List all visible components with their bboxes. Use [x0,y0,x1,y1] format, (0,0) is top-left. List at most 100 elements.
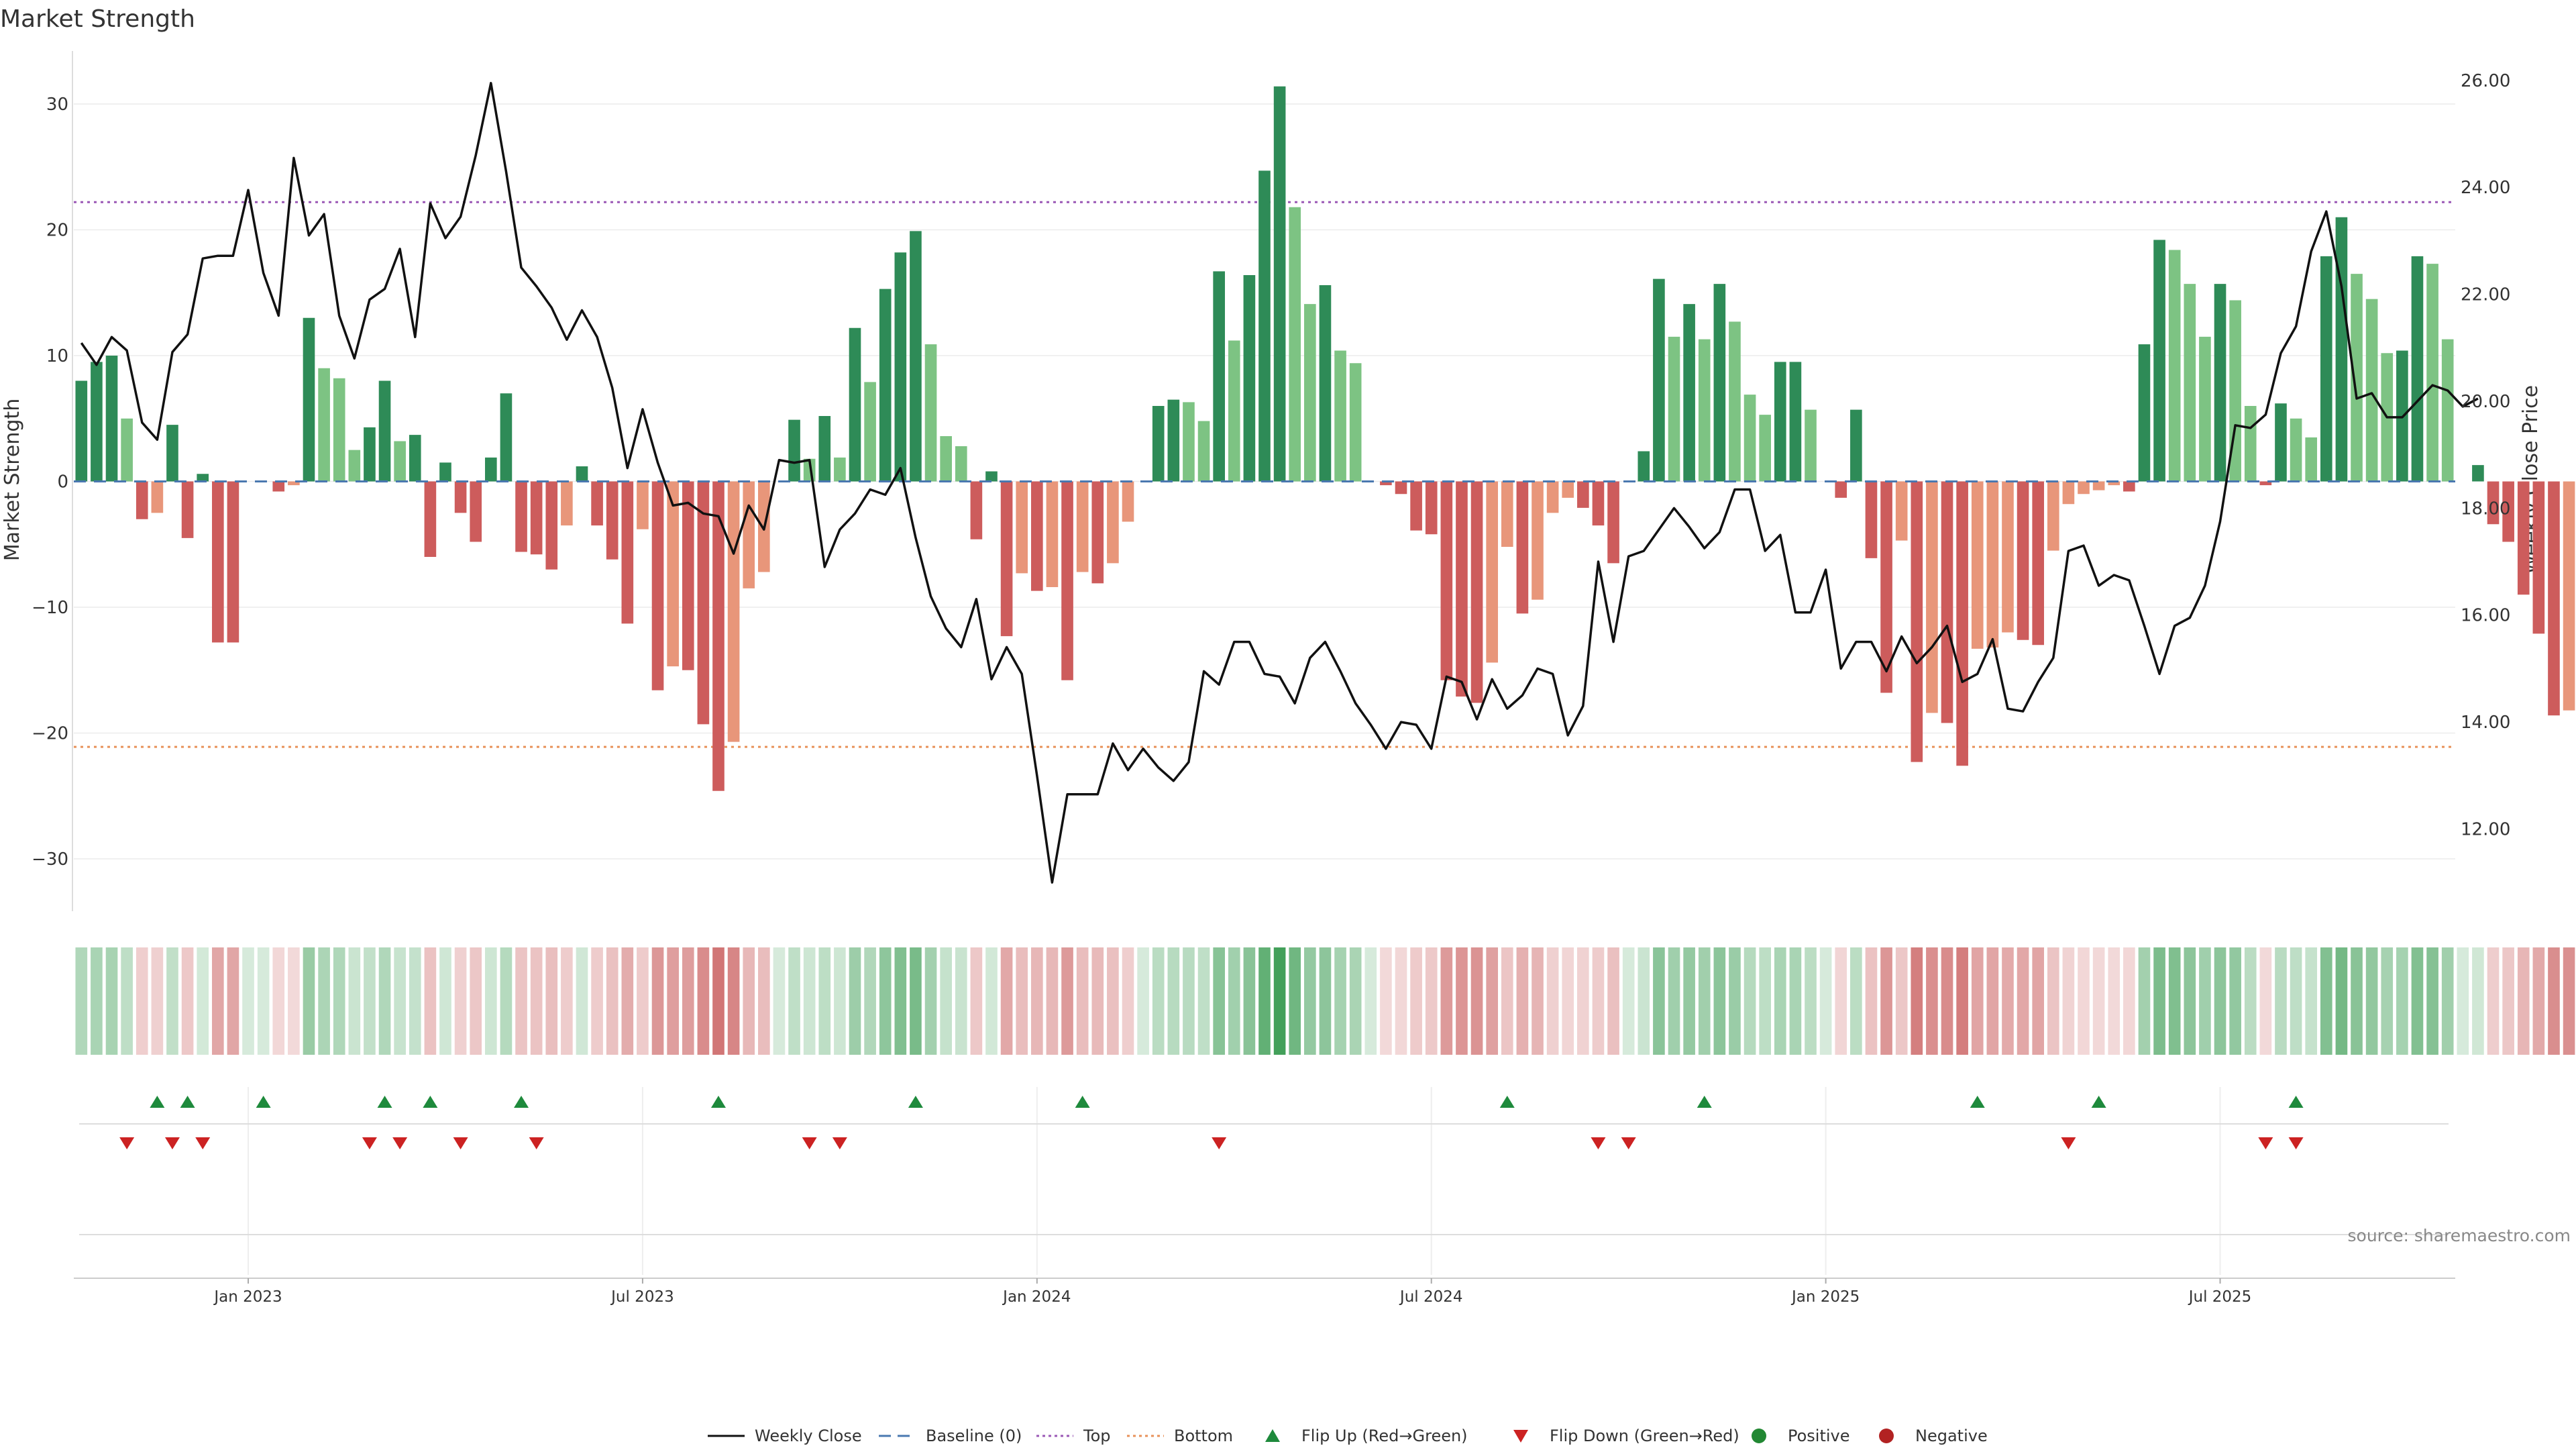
strength-bar [1349,363,1362,482]
strength-bar [2259,481,2272,486]
heat-cell [2487,947,2500,1055]
flip-markers [79,1087,2449,1275]
heat-cell [712,947,724,1055]
flip-up-marker [1697,1096,1712,1108]
heat-cell [136,947,148,1055]
strength-bar [470,481,482,542]
flip-down-marker [1591,1137,1606,1149]
heat-cell [1895,947,1908,1055]
heat-cell [2047,947,2059,1055]
y-right-tick-label: 24.00 [2461,178,2510,198]
heat-cell [1880,947,1892,1055]
strength-bar [1835,481,1847,498]
strength-bar [834,457,846,482]
strength-bar [2351,274,2363,482]
x-tick-label: Jan 2023 [213,1288,282,1306]
legend-item: Positive [1752,1427,1850,1445]
y-axis-left-title: Market Strength [1,399,24,561]
strength-bar [121,418,133,482]
heat-cell [2351,947,2363,1055]
legend-triangle-down-icon [1513,1430,1528,1443]
flip-up-marker [377,1096,392,1108]
heat-cell [1592,947,1605,1055]
strength-bar [2214,284,2226,482]
strength-bar [2411,256,2424,482]
heat-cell [758,947,770,1055]
heat-cell [2335,947,2348,1055]
strength-bar [1228,340,1240,482]
strength-bar [2047,481,2059,551]
heat-cell [1258,947,1271,1055]
heat-cell [727,947,740,1055]
heat-cell [924,947,937,1055]
strength-bar [136,481,148,519]
y-right-tick-label: 20.00 [2461,392,2510,412]
heat-cell [105,947,118,1055]
heat-cell [2153,947,2165,1055]
flip-down-marker [453,1137,468,1149]
heat-cell [2411,947,2424,1055]
strength-bar [530,481,543,555]
y-right-tick-label: 26.00 [2461,71,2510,91]
strength-bar [378,380,391,482]
heat-cell [2502,947,2514,1055]
strength-bar [409,435,421,482]
heat-cell [1546,947,1559,1055]
heat-cell [318,947,330,1055]
strength-bar [1197,421,1210,482]
heat-cell [2275,947,2287,1055]
heat-cell [803,947,816,1055]
strength-bar [1592,481,1605,526]
strength-bar [2426,264,2438,482]
heat-cell [940,947,952,1055]
heat-cell [197,947,209,1055]
heat-cell [227,947,239,1055]
strength-bar [2244,406,2257,482]
strength-bar [1016,481,1028,574]
flip-down-marker [2258,1137,2273,1149]
x-tick-label: Jul 2023 [610,1288,674,1306]
flip-down-marker [832,1137,847,1149]
flip-up-marker [150,1096,165,1108]
strength-bar [272,481,285,492]
heat-cell [2259,947,2272,1055]
heat-cell [1683,947,1695,1055]
legend-item: Baseline (0) [879,1427,1022,1445]
heat-cell [1805,947,1817,1055]
strength-bar [1167,399,1180,482]
strength-bar [1880,481,1892,693]
heat-cell [1698,947,1711,1055]
heat-cell [788,947,800,1055]
strength-bar [2153,240,2165,482]
y-left-tick-label: 10 [46,346,68,366]
legend-label: Top [1083,1427,1111,1445]
strength-bar [712,481,724,791]
strength-bar [1774,362,1786,482]
strength-bar [2472,465,2484,482]
strength-bar [2532,481,2545,634]
reference-lines [74,201,2455,748]
legend-label: Flip Up (Red→Green) [1301,1427,1468,1445]
heat-cell [1107,947,1119,1055]
heat-cell [91,947,103,1055]
heat-cell [1653,947,1665,1055]
heat-cell [697,947,710,1055]
heat-cell [1532,947,1544,1055]
heat-cell [2532,947,2545,1055]
strength-bar [2275,403,2287,482]
strength-bar [894,252,907,482]
strength-bar [2168,250,2181,482]
strength-bar [2092,481,2105,490]
heat-cell [166,947,178,1055]
strength-bar [1395,481,1407,495]
strength-bar [955,446,967,482]
heat-cell [1031,947,1043,1055]
heat-cell [333,947,345,1055]
strength-bar [1895,481,1908,541]
strength-bar [545,481,558,570]
flip-up-marker [1075,1096,1090,1108]
heat-cell [1213,947,1225,1055]
strength-bar [879,289,892,482]
strength-bar [181,481,194,538]
legend-item: Bottom [1127,1427,1233,1445]
